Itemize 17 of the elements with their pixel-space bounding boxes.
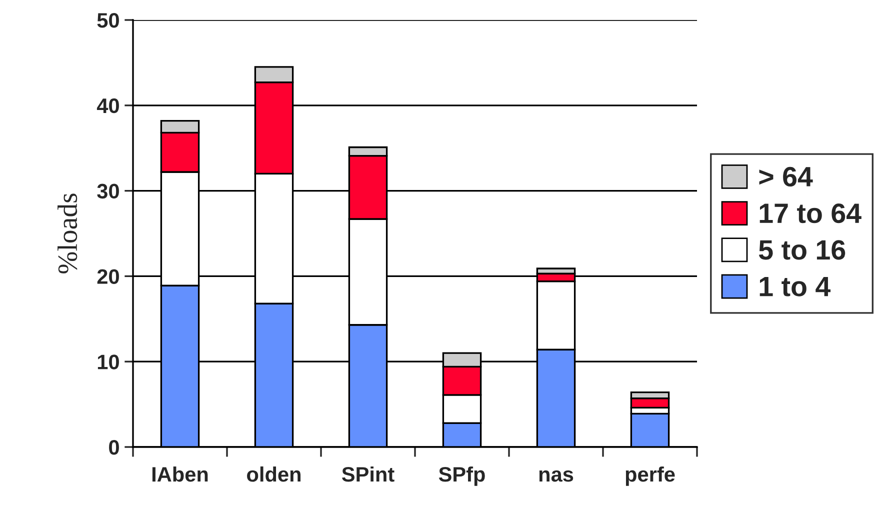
x-tick-label: perfe: [626, 466, 675, 486]
legend-label: > 64: [759, 166, 813, 187]
y-axis-title: %loads: [58, 194, 78, 274]
y-tick-label: 0: [109, 440, 119, 455]
x-tick-label: SPfp: [438, 466, 485, 486]
y-tick-label: 10: [98, 354, 119, 370]
y-tick-label: 50: [97, 13, 119, 28]
x-tick-label: SPint: [342, 466, 394, 482]
y-tick-label: 40: [96, 98, 119, 114]
legend-label: 1 to 4: [760, 276, 831, 296]
x-tick-label: olden: [247, 466, 300, 482]
y-tick-label: 30: [97, 184, 119, 199]
legend-label: 17 to 64: [760, 203, 862, 224]
x-tick-label: IAben: [152, 466, 208, 482]
y-tick-label: 20: [97, 269, 119, 284]
x-tick-label: nas: [539, 470, 574, 482]
legend-label: 5 to 16: [758, 240, 846, 260]
